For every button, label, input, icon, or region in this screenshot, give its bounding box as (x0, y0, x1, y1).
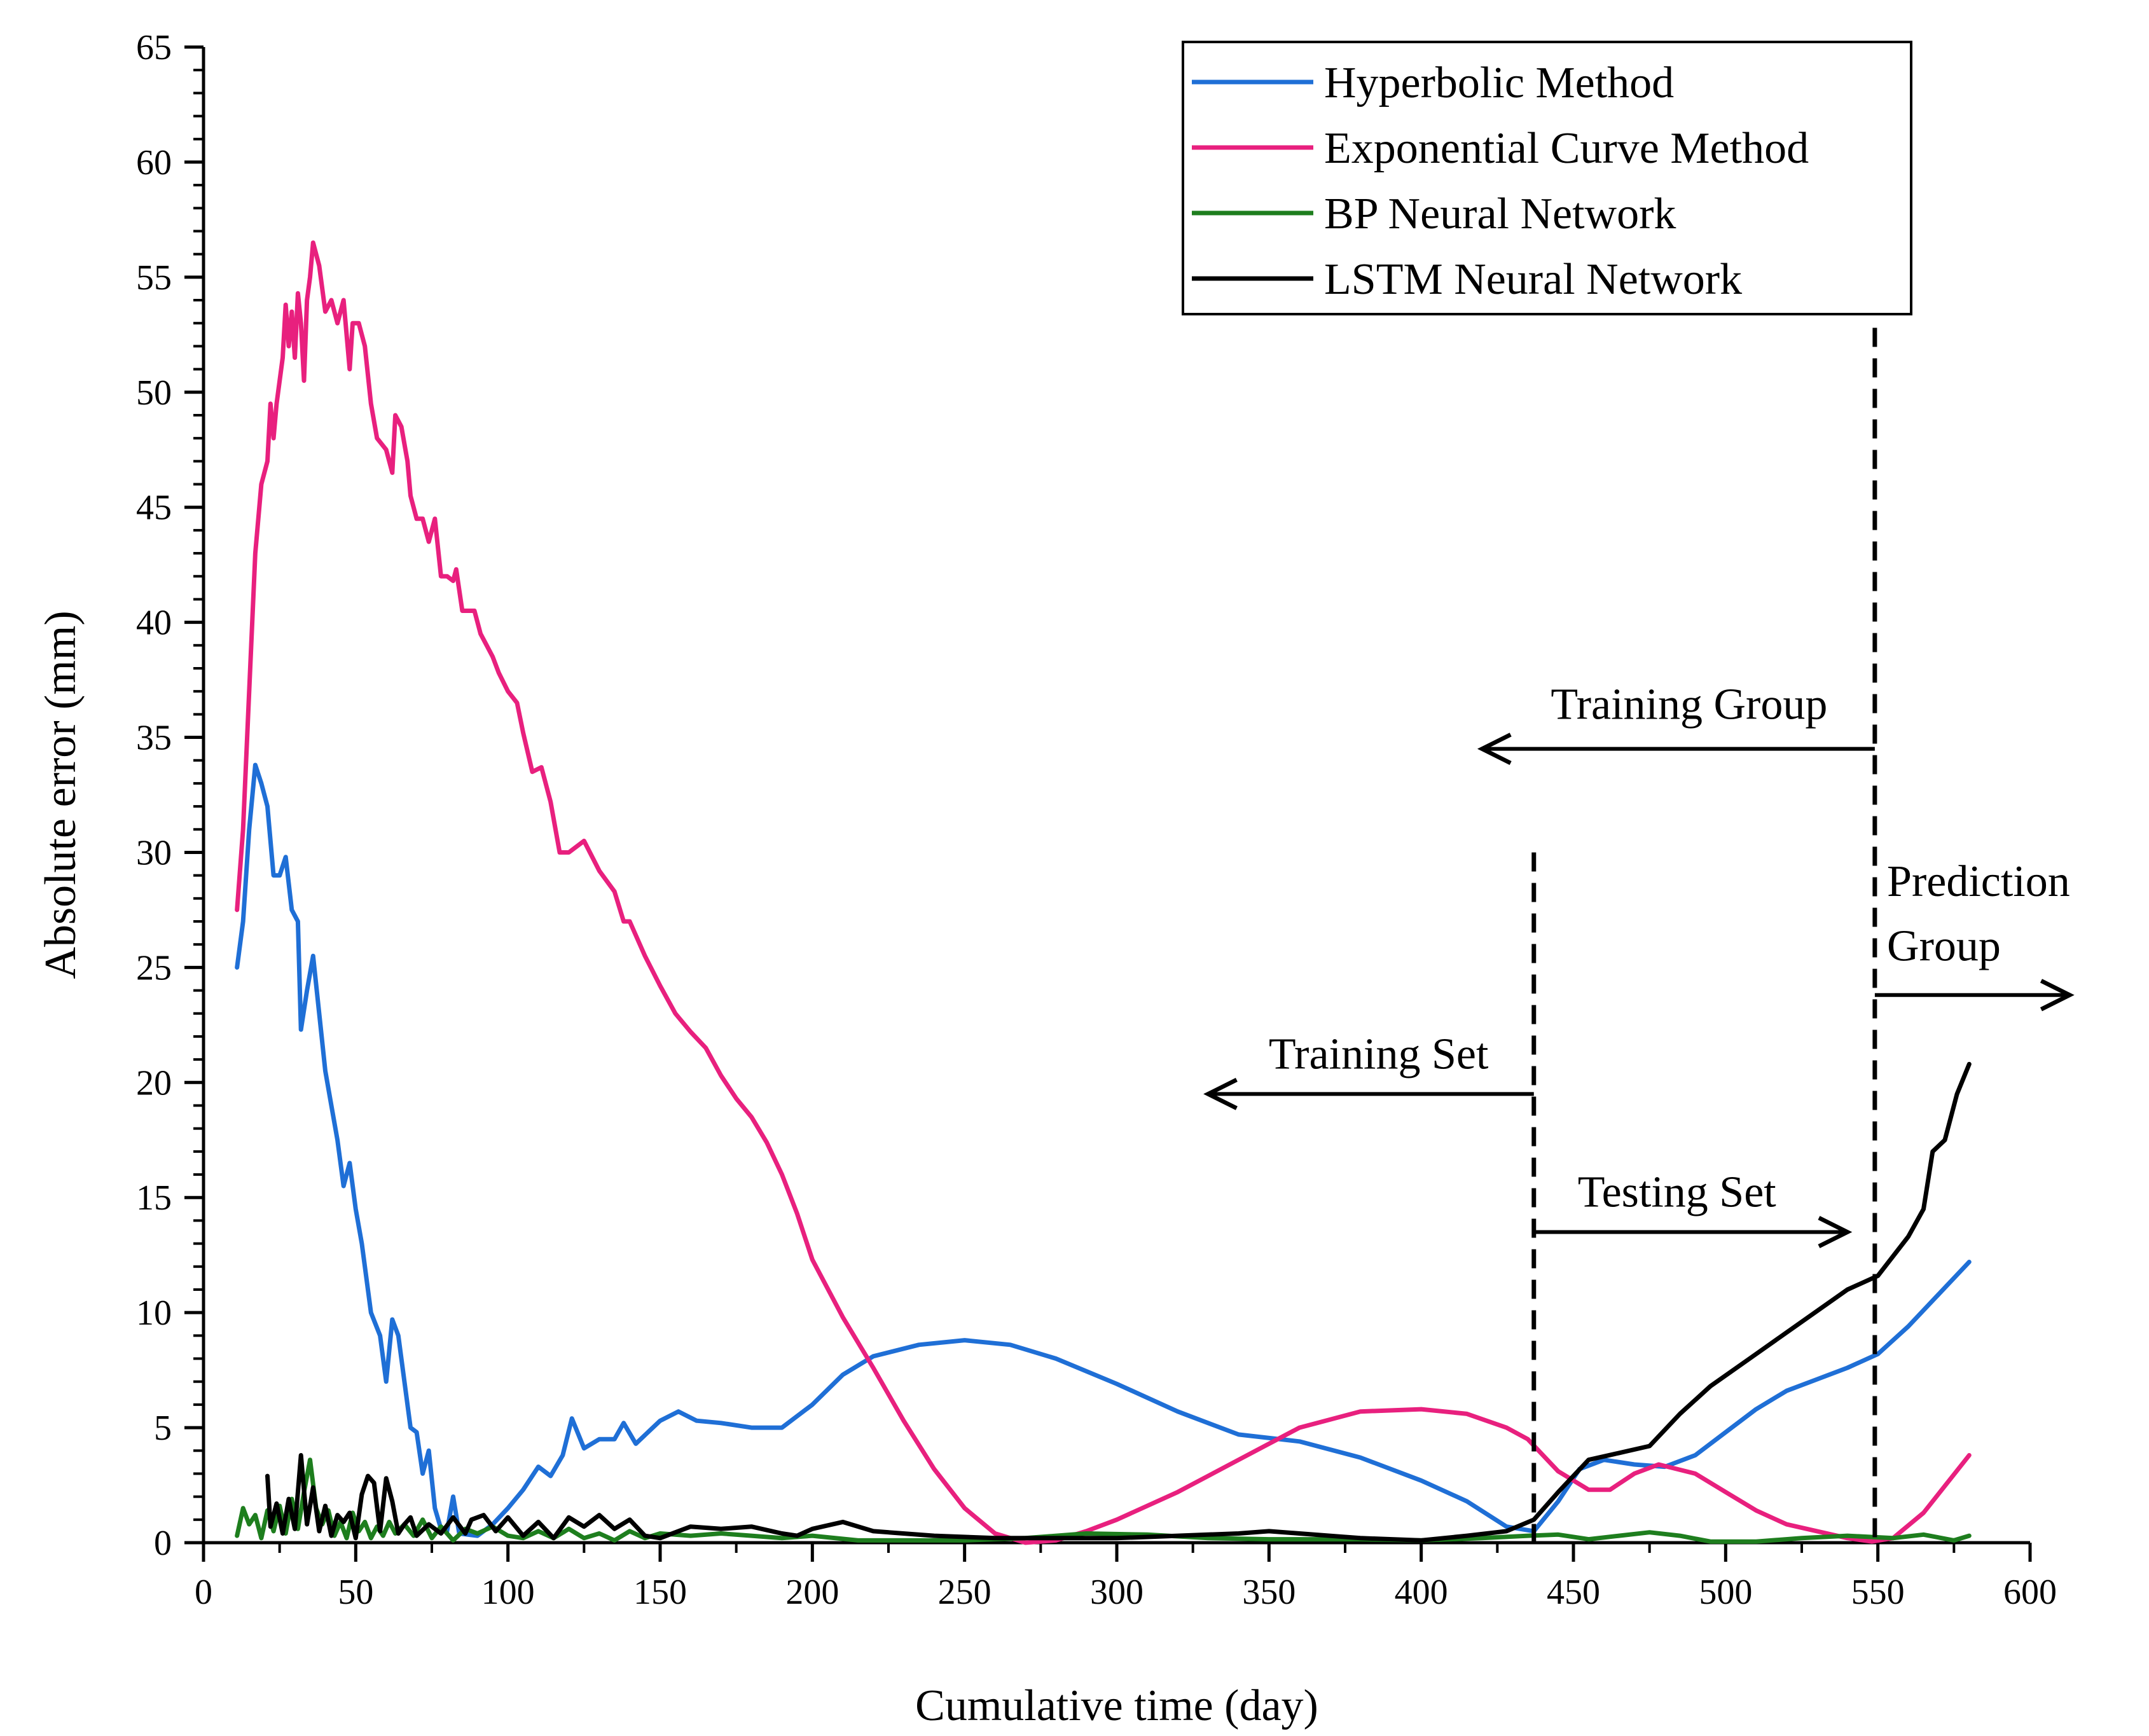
series-line-exponential-curve-method (235, 240, 1972, 1545)
x-tick-label: 200 (785, 1573, 839, 1612)
x-tick-label: 150 (633, 1573, 687, 1612)
y-tick-label: 15 (136, 1178, 172, 1218)
x-tick-label: 250 (938, 1573, 992, 1612)
x-tick-label: 600 (2003, 1573, 2057, 1612)
y-tick-label: 65 (136, 28, 172, 67)
x-tick-label: 450 (1547, 1573, 1600, 1612)
axes: 0 50 100 150 200 250 300 350 400 450 500 550 600 0 5 10… (136, 28, 2057, 1612)
x-tick-label: 300 (1090, 1573, 1144, 1612)
series-line-hyperbolic-method (235, 762, 1972, 1538)
x-tick-label: 550 (1851, 1573, 1905, 1612)
legend-label-bp-neural-network: BP Neural Network (1324, 189, 1676, 238)
x-tick-label: 350 (1242, 1573, 1296, 1612)
y-axis-title: Absolute error (mm) (36, 610, 85, 979)
y-tick-label: 40 (136, 603, 172, 643)
y-tick-label: 10 (136, 1293, 172, 1333)
y-tick-label: 30 (136, 833, 172, 872)
x-tick-label: 100 (481, 1573, 535, 1612)
x-axis-title: Cumulative time (day) (915, 1681, 1318, 1730)
y-tick-label: 20 (136, 1063, 172, 1103)
y-tick-label: 35 (136, 719, 172, 758)
annotations: Training Group Training Set Testing Set Pre… (1203, 327, 2075, 1543)
y-tick-label: 60 (136, 143, 172, 183)
legend: Hyperbolic Method Exponential Curve Metho… (1182, 41, 1912, 315)
y-tick-label: 25 (136, 948, 172, 988)
legend-box (1182, 41, 1912, 315)
training-group-label: Training Group (1551, 680, 1827, 729)
prediction-group-label-line1: Prediction (1887, 857, 2070, 906)
y-tick-label: 5 (154, 1409, 172, 1448)
y-tick-label: 50 (136, 373, 172, 413)
series-line-lstm-neural-network (265, 1061, 1972, 1543)
x-tick-label: 500 (1699, 1573, 1752, 1612)
training-set-label: Training Set (1269, 1030, 1489, 1079)
legend-label-hyperbolic-method: Hyperbolic Method (1324, 59, 1674, 107)
y-tick-label: 0 (154, 1524, 172, 1563)
legend-label-exponential-curve-method: Exponential Curve Method (1324, 124, 1809, 173)
series-layer (235, 240, 1972, 1545)
y-tick-label: 55 (136, 258, 172, 298)
x-tick-label: 50 (338, 1573, 373, 1612)
y-tick-label: 45 (136, 488, 172, 528)
prediction-group-label-line2: Group (1887, 922, 2001, 971)
x-tick-label: 0 (195, 1573, 212, 1612)
x-tick-label: 400 (1395, 1573, 1448, 1612)
legend-label-lstm-neural-network: LSTM Neural Network (1324, 255, 1742, 304)
testing-set-label: Testing Set (1578, 1168, 1777, 1217)
